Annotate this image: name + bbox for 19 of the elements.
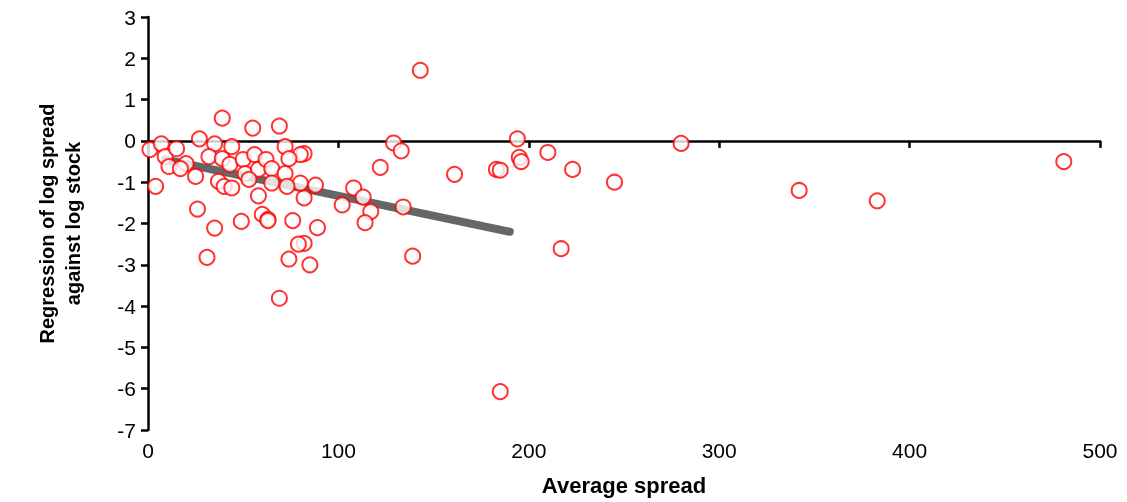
y-tick-label: -7 <box>117 418 136 442</box>
y-axis-title: Regression of log spread against log stock <box>36 103 84 344</box>
x-tick-label: 100 <box>320 439 356 462</box>
y-tick-label: 2 <box>124 46 136 70</box>
y-tick-label: -6 <box>117 377 136 401</box>
y-tick-label: -4 <box>117 294 137 318</box>
y-tick-label: -3 <box>117 253 136 277</box>
y-tick-label: -5 <box>117 335 136 359</box>
x-tick-label: 500 <box>1082 439 1118 462</box>
y-tick-label: 3 <box>124 5 136 29</box>
x-tick-label: 400 <box>892 439 928 462</box>
y-tick-label: 0 <box>124 129 136 153</box>
x-tick-label: 300 <box>701 439 737 462</box>
y-tick-label: 1 <box>124 88 136 112</box>
x-tick-label: 0 <box>142 439 154 462</box>
y-tick-label: -2 <box>117 212 136 235</box>
x-tick-label: 200 <box>511 439 547 462</box>
y-tick-label: -1 <box>117 170 136 194</box>
x-axis-title: Average spread <box>541 472 707 498</box>
